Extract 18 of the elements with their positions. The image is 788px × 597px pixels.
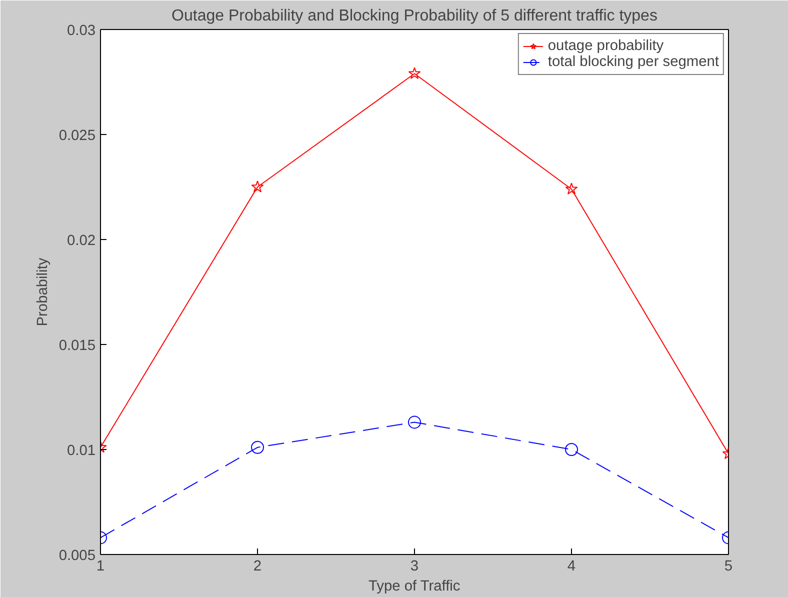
y-tick-label: 0.015 <box>58 338 96 354</box>
legend-label: outage probability <box>548 38 664 54</box>
x-tick-label: 1 <box>96 558 105 574</box>
y-tick-label: 0.01 <box>66 443 96 459</box>
x-tick-label: 3 <box>410 558 419 574</box>
chart-title: Outage Probability and Blocking Probability of 5 different traffic types <box>172 8 658 24</box>
x-tick-label: 4 <box>567 558 576 574</box>
x-axis-title: Type of Traffic <box>368 578 460 594</box>
x-tick-label: 5 <box>724 558 733 574</box>
y-tick-label: 0.03 <box>66 23 96 39</box>
y-axis-title: Probability <box>34 257 51 326</box>
y-tick-label: 0.025 <box>58 128 96 144</box>
y-tick-label: 0.02 <box>66 233 96 249</box>
y-tick-label: 0.005 <box>58 548 96 564</box>
point <box>408 67 421 79</box>
point <box>408 416 421 429</box>
x-tick-label: 2 <box>253 558 262 574</box>
legend-label: total blocking per segment <box>548 54 719 70</box>
